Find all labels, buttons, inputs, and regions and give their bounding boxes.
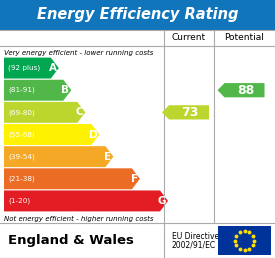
Text: Energy Efficiency Rating: Energy Efficiency Rating xyxy=(37,7,238,22)
Text: D: D xyxy=(89,130,97,140)
Text: England & Wales: England & Wales xyxy=(8,234,134,247)
Text: (21-38): (21-38) xyxy=(8,175,35,182)
Text: Current: Current xyxy=(172,34,206,43)
Polygon shape xyxy=(4,146,113,167)
Text: (92 plus): (92 plus) xyxy=(8,65,40,71)
Bar xyxy=(218,226,271,255)
Polygon shape xyxy=(4,58,59,78)
Text: B: B xyxy=(61,85,69,95)
Bar xyxy=(0,0,275,30)
Polygon shape xyxy=(162,105,209,119)
Text: A: A xyxy=(49,63,57,73)
Text: 73: 73 xyxy=(181,106,199,119)
Polygon shape xyxy=(218,83,265,97)
Text: EU Directive: EU Directive xyxy=(172,232,219,241)
Text: F: F xyxy=(131,174,138,184)
Text: (1-20): (1-20) xyxy=(8,198,30,204)
Text: Potential: Potential xyxy=(225,34,265,43)
Polygon shape xyxy=(4,80,71,101)
Text: (55-68): (55-68) xyxy=(8,131,35,138)
Polygon shape xyxy=(4,124,99,145)
Text: 2002/91/EC: 2002/91/EC xyxy=(172,240,216,249)
Text: 88: 88 xyxy=(237,84,254,97)
Polygon shape xyxy=(4,102,85,123)
Polygon shape xyxy=(4,190,168,211)
Text: (69-80): (69-80) xyxy=(8,109,35,116)
Text: (39-54): (39-54) xyxy=(8,154,35,160)
Text: G: G xyxy=(158,196,166,206)
Text: Not energy efficient - higher running costs: Not energy efficient - higher running co… xyxy=(4,216,153,222)
Text: E: E xyxy=(104,152,111,162)
Text: Very energy efficient - lower running costs: Very energy efficient - lower running co… xyxy=(4,50,153,56)
Text: (81-91): (81-91) xyxy=(8,87,35,93)
Text: C: C xyxy=(76,107,83,117)
Polygon shape xyxy=(4,168,140,189)
